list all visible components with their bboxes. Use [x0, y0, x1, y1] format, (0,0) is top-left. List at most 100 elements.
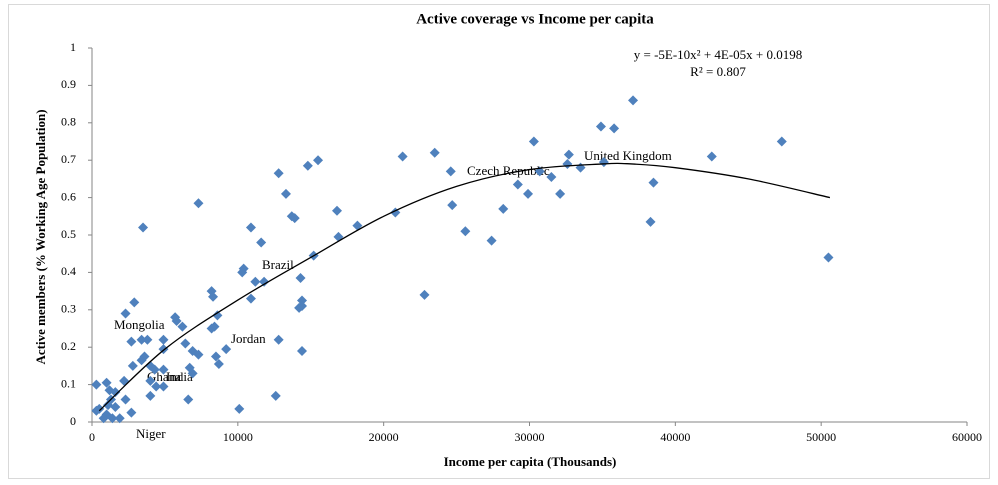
- point: [245, 222, 256, 233]
- point: [126, 336, 137, 347]
- point: [120, 308, 131, 319]
- y-tick-label: 0.7: [61, 152, 76, 166]
- point: [528, 136, 539, 147]
- chart-frame: [8, 4, 990, 479]
- y-tick-label: 0.6: [61, 189, 76, 203]
- point: [297, 345, 307, 356]
- annotation: Brazil: [262, 257, 294, 272]
- point: [91, 405, 102, 416]
- chart-title: Active coverage vs Income per capita: [416, 11, 654, 27]
- point: [136, 355, 147, 366]
- point: [555, 188, 566, 199]
- x-axis-title: Income per capita (Thousands): [444, 454, 617, 469]
- point: [183, 394, 194, 405]
- annotation: Niger: [136, 426, 166, 441]
- point: [294, 302, 305, 313]
- annotation: Czech Republic: [467, 163, 550, 178]
- point: [213, 359, 224, 370]
- point: [237, 267, 248, 278]
- point: [151, 381, 162, 392]
- y-tick-label: 0.1: [61, 376, 76, 390]
- point: [142, 334, 153, 345]
- point: [120, 394, 131, 405]
- point: [297, 295, 307, 306]
- point: [512, 179, 523, 190]
- point: [352, 220, 363, 231]
- point: [313, 155, 324, 166]
- point: [107, 413, 118, 424]
- point: [546, 172, 557, 183]
- point: [110, 387, 121, 398]
- point: [447, 200, 458, 211]
- trend-r2: R² = 0.807: [690, 64, 746, 79]
- point: [706, 151, 717, 162]
- x-tick-label: 20000: [369, 430, 399, 444]
- y-tick-label: 0.9: [61, 77, 76, 91]
- point: [628, 95, 639, 106]
- point: [129, 297, 140, 308]
- point: [177, 321, 188, 332]
- point: [645, 216, 656, 227]
- point: [158, 381, 169, 392]
- point: [193, 198, 204, 209]
- point: [110, 402, 121, 413]
- x-tick-label: 10000: [223, 430, 253, 444]
- point: [609, 123, 620, 134]
- point: [273, 168, 284, 179]
- point: [149, 364, 160, 375]
- point: [259, 276, 270, 287]
- point: [127, 360, 138, 371]
- point: [270, 390, 281, 401]
- point: [221, 344, 232, 355]
- point: [136, 334, 147, 345]
- y-tick-label: 0.2: [61, 339, 76, 353]
- point: [145, 375, 156, 386]
- point: [289, 213, 300, 224]
- x-tick-label: 0: [89, 430, 95, 444]
- annotation: India: [166, 369, 193, 384]
- point: [460, 226, 471, 237]
- point: [126, 407, 137, 418]
- point: [823, 252, 834, 263]
- point: [212, 310, 223, 321]
- point: [98, 413, 109, 424]
- point: [332, 205, 342, 216]
- point: [648, 177, 659, 188]
- point: [187, 368, 198, 379]
- y-tick-label: 0.5: [61, 227, 76, 241]
- point: [498, 203, 509, 214]
- x-tick-label: 60000: [952, 430, 982, 444]
- point: [138, 222, 149, 233]
- point: [429, 147, 440, 158]
- point: [280, 188, 291, 199]
- y-tick-label: 0.8: [61, 115, 76, 129]
- point: [158, 364, 169, 375]
- point: [397, 151, 408, 162]
- trendline: [98, 162, 831, 412]
- point: [776, 136, 787, 147]
- point: [295, 273, 306, 284]
- point: [170, 312, 181, 323]
- point: [523, 188, 534, 199]
- point: [245, 293, 256, 304]
- point: [208, 291, 219, 302]
- y-tick-label: 1: [70, 40, 76, 54]
- annotation: United Kingdom: [584, 148, 672, 163]
- point: [91, 379, 102, 390]
- point: [101, 377, 112, 388]
- point: [486, 235, 497, 246]
- point: [250, 276, 261, 287]
- point: [419, 289, 430, 300]
- point: [206, 323, 217, 334]
- y-axis-title: Active members (% Working Age Population…: [33, 109, 48, 364]
- y-tick-label: 0.3: [61, 302, 76, 316]
- point: [180, 338, 191, 349]
- trend-equation: y = -5E-10x² + 4E-05x + 0.0198: [634, 47, 803, 62]
- point: [234, 403, 245, 414]
- point: [563, 149, 574, 160]
- x-tick-label: 40000: [660, 430, 690, 444]
- point: [210, 351, 221, 362]
- point: [273, 334, 284, 345]
- point: [445, 166, 456, 177]
